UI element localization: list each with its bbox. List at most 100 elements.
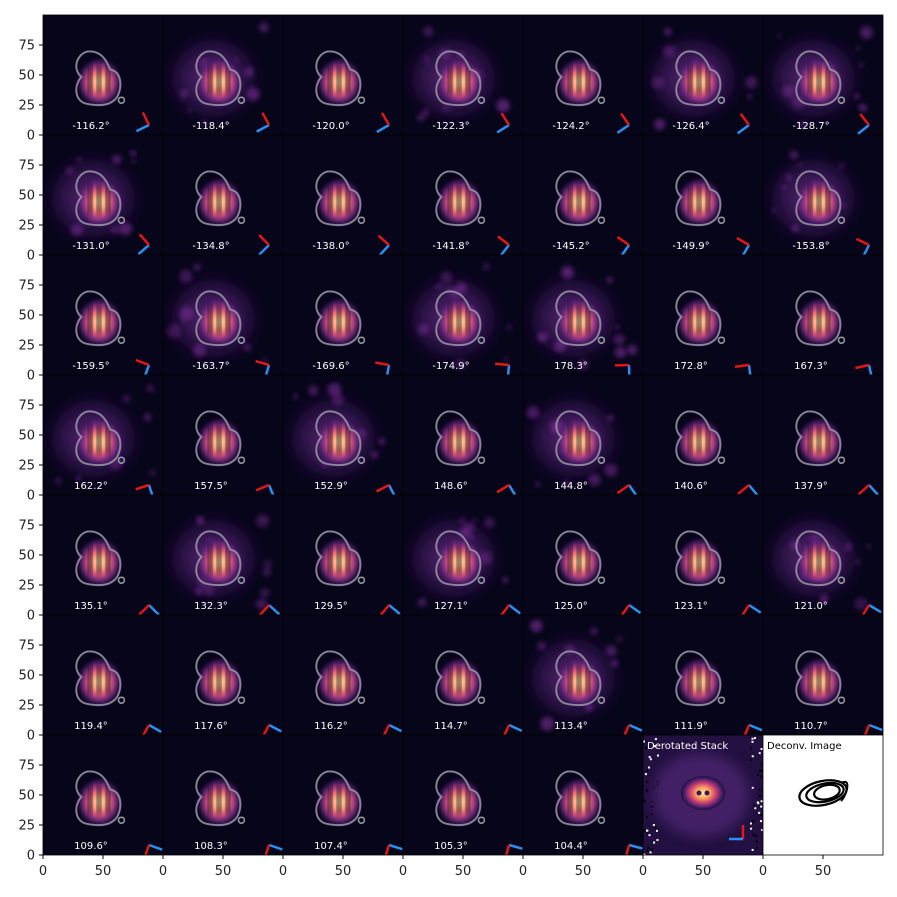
- angle-label: -169.6°: [312, 361, 349, 372]
- noise-blob: [146, 384, 154, 392]
- contour-small: [117, 576, 126, 584]
- edge-noise: [655, 829, 658, 832]
- east-arrow: [734, 363, 750, 368]
- noise-blob: [496, 98, 510, 113]
- noise-blob: [858, 103, 867, 112]
- contour-small: [597, 336, 606, 344]
- noise-blob: [143, 413, 152, 422]
- contour-small: [597, 456, 606, 464]
- y-tick-label: 75: [18, 759, 35, 774]
- dark-stripe: [706, 544, 710, 575]
- dark-stripe: [697, 664, 701, 695]
- panel: -159.5°: [42, 254, 164, 376]
- dark-stripe: [826, 664, 830, 695]
- noise-blob: [459, 517, 465, 524]
- noise-blob: [577, 359, 589, 370]
- edge-noise: [644, 773, 647, 776]
- panel: -124.2°: [522, 14, 644, 136]
- dark-stripe: [706, 424, 710, 455]
- contour-small: [837, 696, 846, 704]
- dark-stripe: [817, 664, 821, 695]
- panel: -169.6°: [282, 254, 404, 376]
- y-tick-label: 75: [18, 399, 35, 414]
- contour-line: [195, 50, 242, 107]
- dark-stripe: [577, 304, 581, 335]
- dark-stripe: [586, 664, 590, 695]
- panel: -122.3°: [402, 14, 524, 136]
- angle-label: 110.7°: [794, 721, 828, 732]
- contour-small: [717, 216, 726, 224]
- contour-line: [195, 770, 242, 827]
- angle-label: 135.1°: [74, 601, 108, 612]
- dark-stripe: [586, 184, 590, 215]
- panel: -118.4°: [162, 14, 284, 136]
- dark-stripe: [817, 184, 821, 215]
- contour-small: [477, 336, 486, 344]
- noise-blob: [798, 120, 806, 128]
- noise-blob: [535, 481, 541, 487]
- edge-noise: [646, 849, 649, 852]
- north-arrow: [267, 484, 275, 495]
- dark-stripe: [568, 544, 572, 575]
- noise-blob: [203, 583, 215, 596]
- dark-stripe: [208, 784, 212, 815]
- dark-stripe: [328, 64, 332, 95]
- east-arrow: [503, 724, 511, 735]
- east-arrow: [855, 363, 870, 370]
- noise-blob: [478, 551, 492, 565]
- edge-noise: [751, 740, 754, 743]
- panel: -149.9°: [642, 134, 764, 256]
- north-arrow: [748, 723, 763, 732]
- north-arrow: [862, 244, 871, 255]
- dark-stripe: [88, 64, 92, 95]
- y-tick-label: 75: [18, 279, 35, 294]
- y-tick-label: 50: [18, 189, 35, 204]
- north-arrow: [268, 843, 283, 851]
- edge-noise: [762, 824, 763, 827]
- noise-blob: [607, 414, 614, 422]
- north-arrow: [506, 364, 511, 375]
- x-tick-label: 0: [399, 864, 407, 879]
- dark-stripe: [568, 784, 572, 815]
- contour-line: [75, 170, 122, 227]
- dark-stripe: [97, 304, 101, 335]
- contour-line: [555, 530, 602, 587]
- noise-blob: [440, 271, 452, 283]
- north-arrow: [628, 603, 642, 615]
- edge-noise: [760, 805, 763, 808]
- dark-stripe: [466, 664, 470, 695]
- north-arrow: [867, 364, 873, 375]
- dark-stripe: [226, 184, 230, 215]
- contour-line: [75, 50, 122, 107]
- dark-stripe: [697, 304, 701, 335]
- dark-stripe: [697, 64, 701, 95]
- contour-small: [357, 96, 366, 104]
- edge-noise: [755, 840, 758, 843]
- panel: 104.4°: [522, 734, 644, 856]
- dark-stripe: [337, 64, 341, 95]
- noise-blob: [745, 76, 758, 89]
- noise-blob: [798, 162, 803, 168]
- noise-blob: [234, 57, 240, 62]
- east-arrow: [500, 112, 511, 126]
- dark-stripe: [97, 544, 101, 575]
- dark-stripe: [706, 184, 710, 215]
- y-tick-label: 25: [18, 339, 35, 354]
- edge-noise: [645, 740, 648, 743]
- noise-blob: [130, 158, 136, 164]
- dark-stripe: [328, 184, 332, 215]
- edge-noise: [750, 758, 753, 761]
- edge-noise: [653, 745, 656, 748]
- noise-blob: [605, 645, 617, 657]
- panel: 167.3°: [762, 254, 884, 376]
- edge-noise: [643, 853, 646, 855]
- panel: 109.6°: [42, 734, 164, 856]
- contour-line: [555, 650, 602, 707]
- contour-line: [555, 770, 602, 827]
- noise-blob: [181, 319, 186, 324]
- north-arrow: [628, 723, 643, 732]
- panel: 137.9°: [762, 374, 884, 496]
- edge-noise: [756, 801, 759, 804]
- dark-stripe: [448, 424, 452, 455]
- panel: -126.4°: [642, 14, 764, 136]
